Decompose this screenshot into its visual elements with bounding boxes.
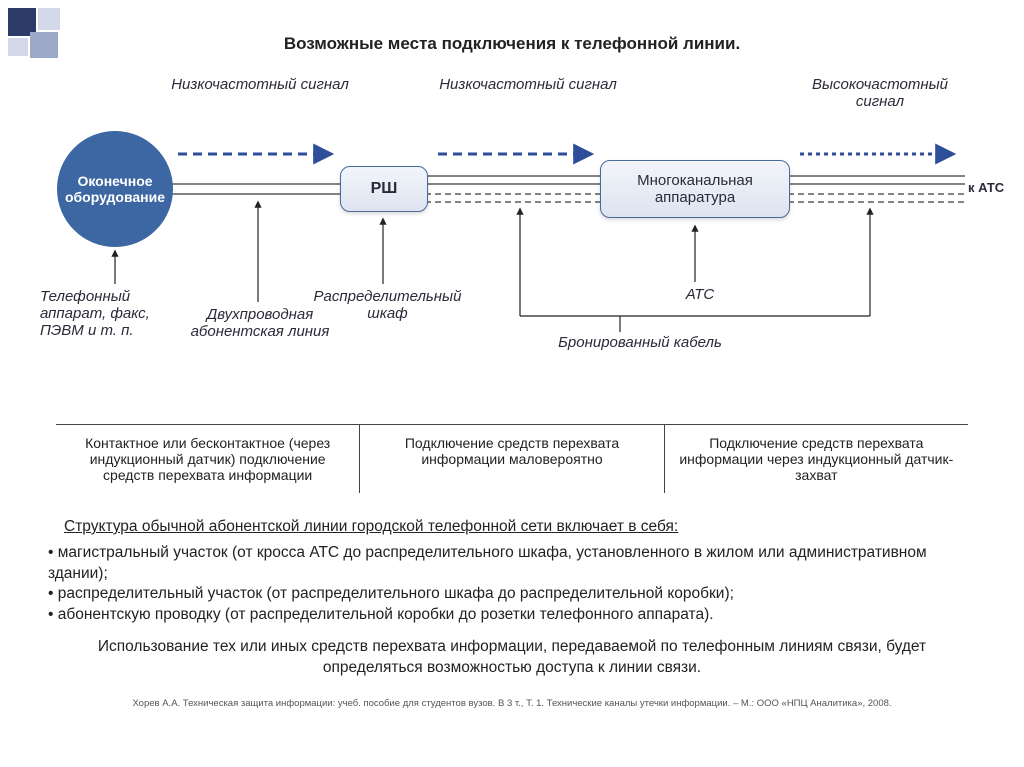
footnote: Хорев А.А. Техническая защита информации…: [40, 698, 984, 709]
note-2: Подключение средств перехвата информации…: [359, 425, 663, 493]
diagram-svg: [0, 54, 1024, 424]
node-terminal-label: Оконечное оборудование: [57, 173, 173, 205]
bottom-label-4: АТС: [670, 286, 730, 303]
bottom-label-5: Бронированный кабель: [540, 334, 740, 351]
bullet-2: • распределительный участок (от распреде…: [48, 584, 976, 604]
bottom-label-3: Распределительный шкаф: [305, 288, 470, 322]
node-mux: Многоканальная аппаратура: [600, 160, 790, 218]
node-mux-label: Многоканальная аппаратура: [601, 172, 789, 206]
node-terminal: Оконечное оборудование: [57, 131, 173, 247]
notes-row: Контактное или бесконтактное (через инду…: [56, 424, 968, 493]
note-3: Подключение средств перехвата информации…: [664, 425, 968, 493]
end-label: к АТС: [968, 180, 1004, 195]
bottom-label-1: Телефонный аппарат, факс, ПЭВМ и т. п.: [40, 288, 195, 339]
page-title: Возможные места подключения к телефонной…: [0, 0, 1024, 54]
bullet-1: • магистральный участок (от кросса АТС д…: [48, 543, 976, 584]
bullet-3: • абонентскую проводку (от распределител…: [48, 605, 976, 625]
body-subtitle: Структура обычной абонентской линии горо…: [64, 517, 678, 537]
sq2: [38, 8, 60, 30]
diagram-area: Низкочастотный сигнал Низкочастотный сиг…: [0, 54, 1024, 424]
node-rsh: РШ: [340, 166, 428, 212]
decor-squares: [8, 8, 88, 56]
body-text: Структура обычной абонентской линии горо…: [48, 517, 976, 678]
body-conclusion: Использование тех или иных средств перех…: [48, 637, 976, 678]
node-rsh-label: РШ: [371, 180, 398, 198]
note-1: Контактное или бесконтактное (через инду…: [56, 425, 359, 493]
